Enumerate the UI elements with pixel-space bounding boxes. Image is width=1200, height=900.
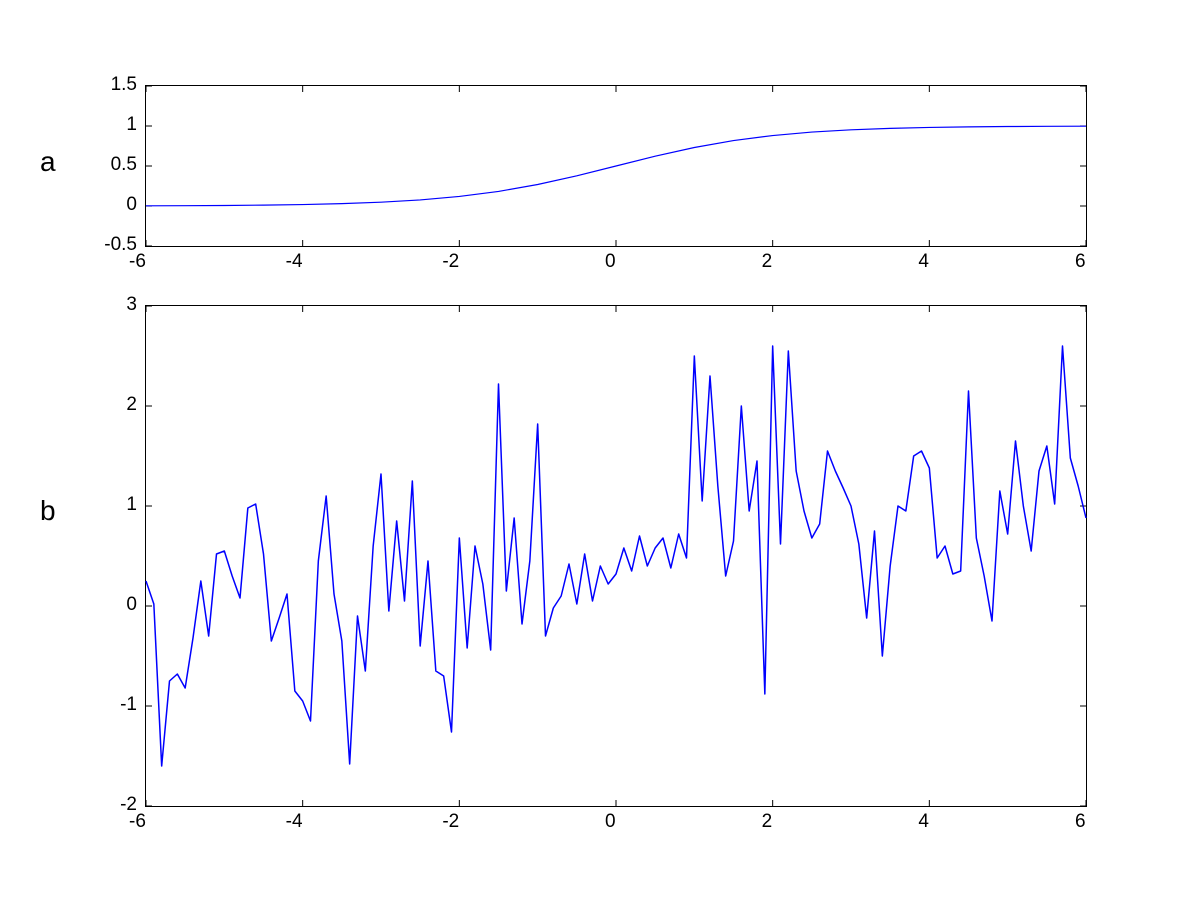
y-tick-label: -2 (113, 794, 137, 816)
y-tick-label: 2 (123, 394, 137, 416)
x-tick-label: 0 (605, 251, 616, 273)
y-tick-label: 1.5 (103, 74, 137, 96)
panel-a (145, 85, 1087, 247)
panel-a-label: a (40, 146, 56, 178)
figure: a b -6-4-20246-0.500.511.5-6-4-20246-2-1… (0, 0, 1200, 900)
plot-a-line (146, 86, 1086, 246)
x-tick-label: 2 (762, 251, 773, 273)
y-tick-label: -1 (113, 694, 137, 716)
x-tick-label: 4 (918, 251, 929, 273)
y-tick-label: -0.5 (93, 234, 137, 256)
x-tick-label: 2 (762, 811, 773, 833)
y-tick-label: 0 (123, 194, 137, 216)
y-tick-label: 1 (123, 494, 137, 516)
y-tick-label: 0 (123, 594, 137, 616)
x-tick-label: 0 (605, 811, 616, 833)
panel-b (145, 305, 1087, 807)
x-tick-label: -4 (286, 251, 303, 273)
y-tick-label: 3 (123, 294, 137, 316)
x-tick-label: -2 (442, 251, 459, 273)
x-tick-label: 6 (1075, 811, 1086, 833)
x-tick-label: -2 (442, 811, 459, 833)
x-tick-label: 6 (1075, 251, 1086, 273)
y-tick-label: 1 (123, 114, 137, 136)
y-tick-label: 0.5 (103, 154, 137, 176)
panel-b-label: b (40, 495, 56, 527)
x-tick-label: -4 (286, 811, 303, 833)
plot-b-line (146, 306, 1086, 806)
x-tick-label: 4 (918, 811, 929, 833)
